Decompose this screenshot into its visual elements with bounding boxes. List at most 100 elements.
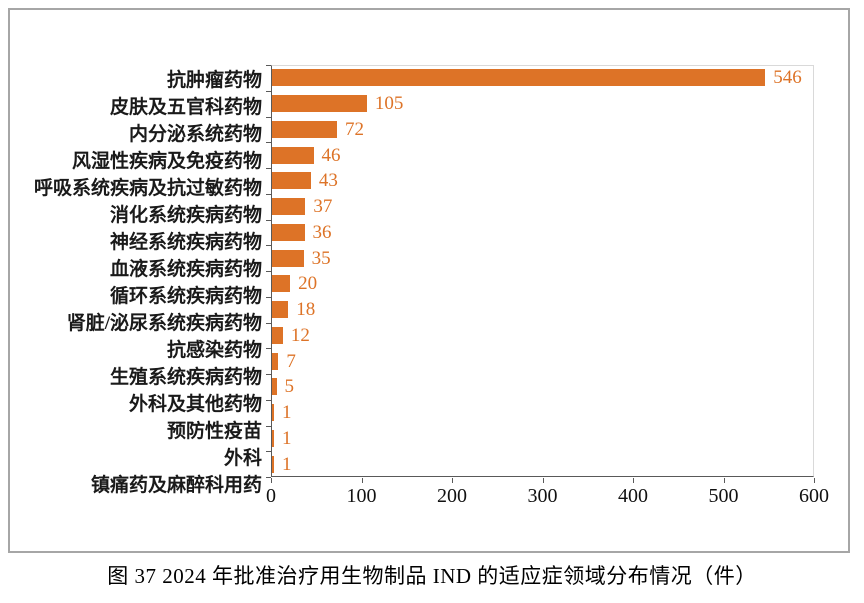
x-tick-label: 100 [346,485,377,507]
category-label: 皮肤及五官科药物 [109,97,262,118]
bar-series: 546 105 72 46 43 37 36 35 20 18 12 7 5 1 1 1 [272,65,814,477]
y-tick-mark [266,90,271,92]
category-label: 抗肿瘤药物 [166,70,262,91]
y-tick-mark [266,348,271,350]
x-tick-mark [542,478,544,483]
x-tick-mark [723,478,725,483]
category-label: 外科 [223,448,262,469]
bar [272,455,274,473]
bar-row: 12 [272,323,814,349]
value-label: 43 [318,170,338,192]
y-tick-mark [266,322,271,324]
category-label: 抗感染药物 [166,340,262,361]
x-tick-label: 600 [799,485,829,507]
bar [272,223,305,241]
bar-row: 46 [272,142,814,168]
bar [272,378,277,396]
category-label: 肾脏/泌尿系统疾病药物 [66,313,262,334]
value-label: 20 [298,273,318,295]
value-label: 5 [284,376,295,398]
value-label: 546 [773,67,802,89]
figure-border [8,8,850,553]
y-tick-mark [266,168,271,169]
value-label: 1 [282,453,292,475]
bar [272,198,306,216]
bar-row: 37 [272,194,814,220]
x-tick-label: 500 [708,485,739,507]
category-label: 外科及其他药物 [128,394,262,415]
x-tick-mark [814,478,815,483]
bar [272,146,314,164]
bar-row: 36 [272,220,814,246]
y-tick-mark [266,374,271,375]
plot-area [271,65,814,477]
category-label: 生殖系统疾病药物 [109,367,262,388]
value-label: 1 [282,427,292,449]
x-tick-mark [633,478,634,483]
bar-row: 5 [272,374,814,400]
value-label: 1 [282,402,292,424]
x-tick-mark [361,478,363,483]
bar [272,301,289,319]
bar [272,404,274,422]
bar-row: 1 [272,426,814,452]
category-label: 神经系统疾病药物 [109,232,262,253]
bar [272,172,311,190]
category-axis: 抗肿瘤药物皮肤及五官科药物内分泌系统药物风湿性疾病及免疫药物呼吸系统疾病及抗过敏… [20,65,262,496]
bar-row: 546 [272,65,814,91]
y-tick-mark [266,271,271,272]
y-tick-mark [266,399,271,401]
category-label: 内分泌系统药物 [128,124,262,145]
bar-row: 1 [272,451,814,477]
y-tick-mark [266,142,271,144]
x-tick-mark [271,478,272,483]
bar-row: 1 [272,400,814,426]
category-label: 血液系统疾病药物 [109,259,262,280]
y-tick-mark [266,116,271,118]
x-tick-label: 0 [266,485,276,507]
value-label: 72 [345,118,365,140]
figure-caption: 图 37 2024 年批准治疗用生物制品 IND 的适应症领域分布情况（件） [107,564,757,588]
value-label: 36 [312,221,332,243]
bar [272,69,766,87]
bar-row: 43 [272,168,814,194]
y-tick-mark [266,245,271,247]
value-label: 105 [374,93,404,115]
y-tick-mark [266,193,271,195]
x-tick-label: 300 [527,485,558,507]
x-tick-label: 200 [437,485,467,507]
bar [272,249,304,267]
category-label: 镇痛药及麻醉科用药 [90,475,262,496]
y-tick-mark [266,219,271,221]
bar [272,275,291,293]
bar [272,429,274,447]
x-tick-label: 400 [618,485,648,507]
bar-row: 18 [272,297,814,323]
category-label: 风湿性疾病及免疫药物 [71,151,262,172]
y-tick-mark [266,451,271,453]
category-label: 循环系统疾病药物 [109,286,262,307]
value-label: 7 [286,350,296,372]
bar-row: 7 [272,348,814,374]
bar [272,120,338,138]
y-tick-mark [266,425,271,427]
category-label: 预防性疫苗 [166,421,262,442]
category-label: 消化系统疾病药物 [109,205,262,226]
value-label: 46 [321,144,341,166]
x-tick-mark [452,478,453,483]
y-tick-mark [266,296,271,298]
category-label: 呼吸系统疾病及抗过敏药物 [33,178,262,199]
value-label: 35 [311,247,331,269]
bar [272,352,279,370]
y-tick-mark [266,477,271,478]
bar-row: 105 [272,91,814,117]
bar [272,326,283,344]
bar [272,95,367,113]
y-tick-mark [266,65,271,66]
bar-row: 35 [272,245,814,271]
value-label: 37 [313,196,333,218]
value-label: 18 [296,299,316,321]
value-label: 12 [290,324,310,346]
bar-row: 72 [272,117,814,143]
